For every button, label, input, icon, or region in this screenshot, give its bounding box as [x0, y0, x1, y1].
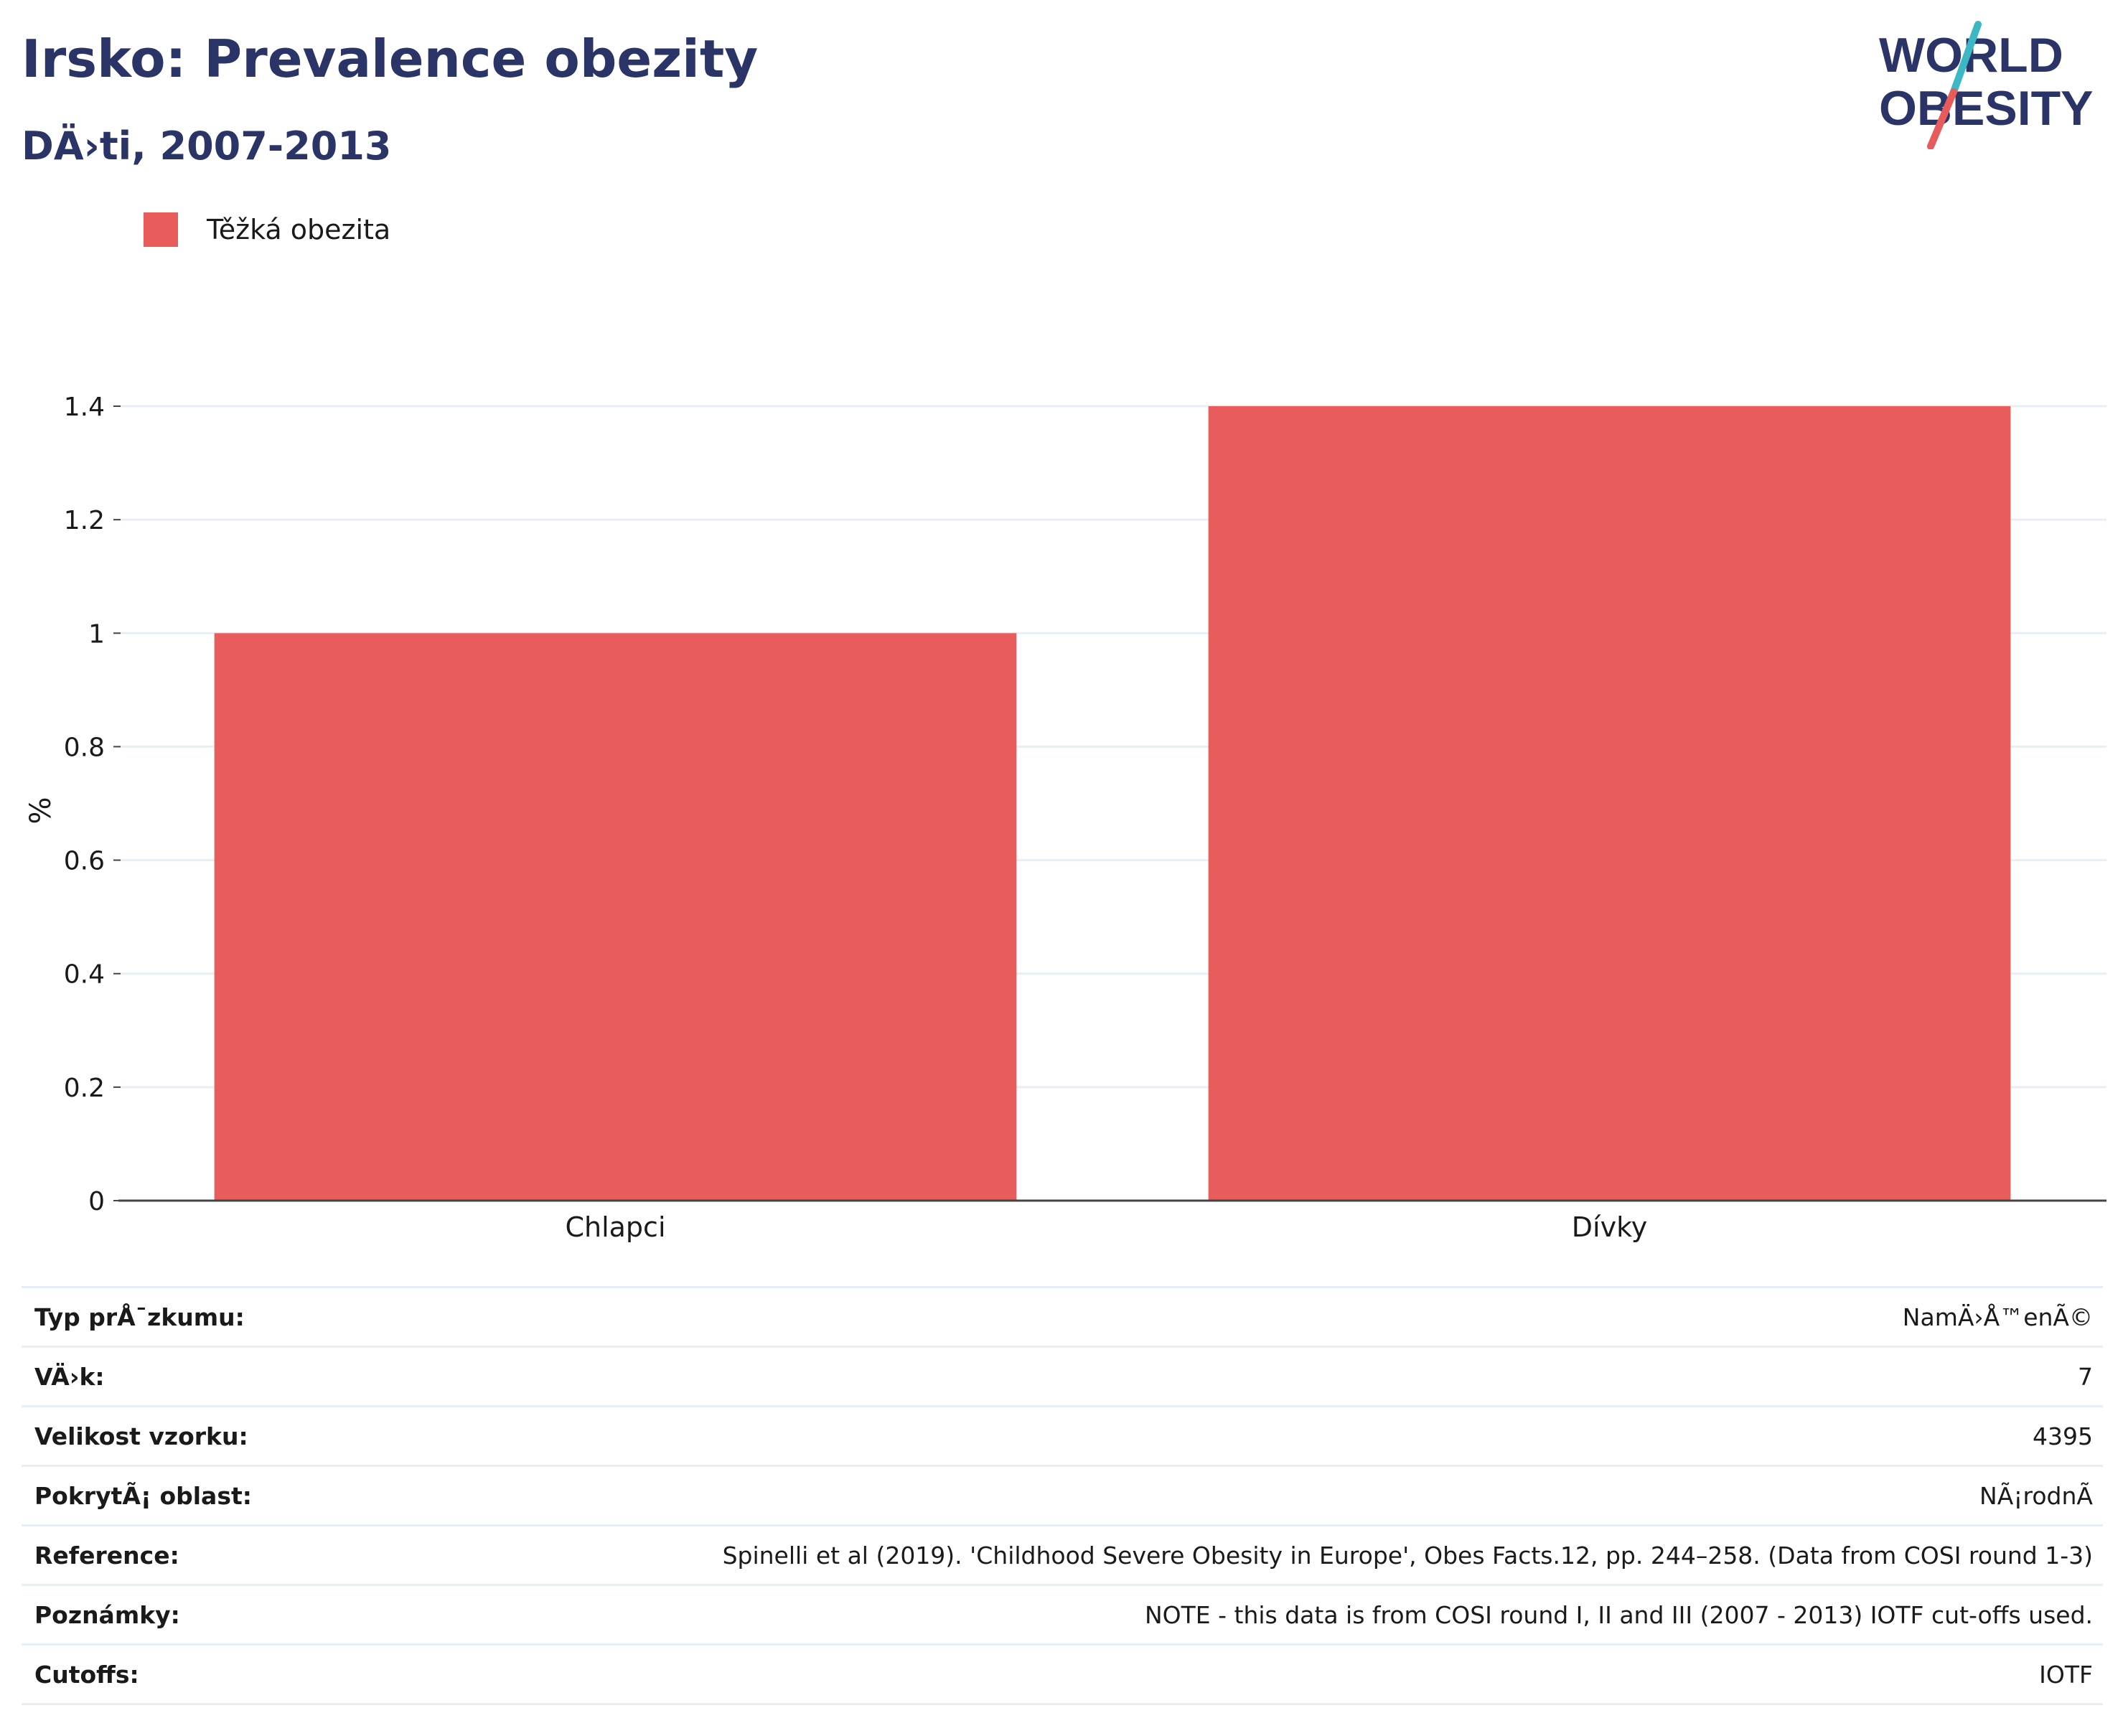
info-value: NOTE - this data is from COSI round I, I…: [1144, 1600, 2093, 1629]
info-row: Poznámky: NOTE - this data is from COSI r…: [22, 1585, 2103, 1645]
info-value: Spinelli et al (2019). 'Childhood Severe…: [722, 1541, 2093, 1570]
info-key: Reference:: [34, 1541, 179, 1570]
legend-label: Těžká obezita: [207, 214, 391, 245]
y-tick-label: 0.6: [64, 847, 105, 876]
x-tick-label: Dívky: [1572, 1211, 1647, 1243]
x-tick-label: Chlapci: [565, 1211, 665, 1243]
info-value: NamÄ›Å™enÃ©: [1902, 1303, 2093, 1331]
info-row: Velikost vzorku: 4395: [22, 1406, 2103, 1466]
info-key: Typ prÅ¯zkumu:: [34, 1303, 245, 1331]
page-title: Irsko: Prevalence obezity: [22, 29, 759, 89]
y-tick-label: 0.4: [64, 960, 105, 990]
info-row: VÄ›k: 7: [22, 1346, 2103, 1407]
logo-slash-top: [1950, 21, 1982, 95]
y-tick-label: 1.4: [64, 393, 105, 422]
info-row: Cutoffs: IOTF: [22, 1644, 2103, 1704]
legend-swatch: [144, 212, 178, 247]
info-key: PokrytÃ¡ oblast:: [34, 1481, 252, 1510]
page-subtitle: DÄ›ti, 2007-2013: [22, 123, 392, 169]
y-tick-label: 0.2: [64, 1074, 105, 1103]
info-key: Poznámky:: [34, 1600, 180, 1629]
info-key: Velikost vzorku:: [34, 1422, 248, 1450]
info-value: IOTF: [2039, 1660, 2093, 1689]
info-row: Typ prÅ¯zkumu: NamÄ›Å™enÃ©: [22, 1287, 2103, 1347]
info-value: NÃ¡rodnÃ: [1979, 1481, 2093, 1510]
y-axis-title: %: [24, 797, 57, 824]
y-tick-label: 0.8: [64, 733, 105, 762]
bar: [214, 633, 1017, 1201]
info-row: PokrytÃ¡ oblast: NÃ¡rodnÃ: [22, 1465, 2103, 1526]
info-key: VÄ›k:: [34, 1362, 105, 1391]
info-value: 7: [2078, 1362, 2093, 1391]
bar: [1208, 406, 2011, 1201]
bar-chart: 0 0.2 0.4 0.6 0.8 1 1.2 1.4% Chlapci Dívky: [24, 393, 2106, 1243]
chart-legend: Těžká obezita: [144, 212, 390, 247]
y-tick-label: 1.2: [64, 506, 105, 535]
y-tick-label: 0: [88, 1187, 105, 1216]
info-key: Cutoffs:: [34, 1660, 139, 1689]
world-obesity-logo: WORLD OBESITY: [1879, 21, 2094, 149]
y-tick-label: 1: [88, 619, 105, 649]
info-value: 4395: [2033, 1422, 2093, 1450]
info-table: Typ prÅ¯zkumu: NamÄ›Å™enÃ© VÄ›k: 7 Velikost …: [22, 1286, 2103, 1705]
logo-text-obesity: OBESITY: [1879, 81, 2094, 136]
logo-slash-bottom: [1927, 88, 1957, 149]
info-row: Reference: Spinelli et al (2019). 'Childh…: [22, 1525, 2103, 1585]
